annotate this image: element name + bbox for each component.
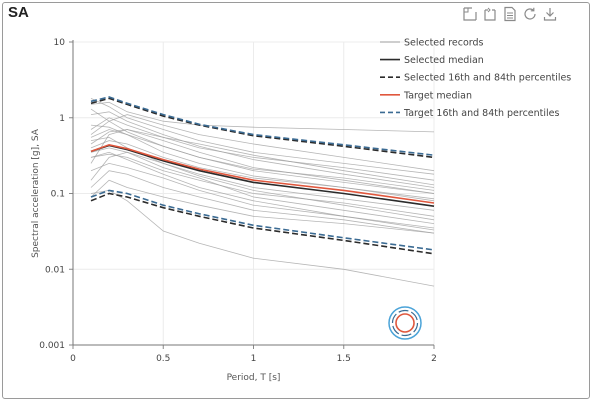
series-line (90, 144, 435, 207)
chart-panel (2, 2, 590, 399)
record-line (90, 124, 435, 200)
y-tick-label: 10 (54, 38, 66, 48)
data-view-icon[interactable] (502, 6, 518, 22)
chart-toolbar (462, 6, 558, 24)
legend: Selected records Selected median Selected … (380, 38, 571, 119)
zoom-select-icon[interactable] (462, 6, 478, 22)
watermark-logo (388, 306, 422, 340)
legend-item[interactable]: Selected 16th and 84th percentiles (380, 73, 571, 84)
legend-label: Selected 16th and 84th percentiles (404, 73, 571, 84)
record-line (90, 189, 435, 287)
y-tick-label: 0.001 (39, 341, 65, 351)
x-tick-label: 1 (251, 354, 257, 364)
x-axis-label: Period, T [s] (227, 373, 281, 383)
record-line (90, 147, 435, 224)
record-line (90, 136, 435, 221)
x-tick-label: 2 (431, 354, 437, 364)
record-line (90, 151, 435, 231)
x-tick-label: 1.5 (337, 354, 351, 364)
record-line (90, 162, 435, 229)
series-lower-line (90, 192, 435, 255)
summary-lines (90, 96, 435, 255)
legend-item[interactable]: Target 16th and 84th percentiles (380, 108, 560, 119)
record-line (90, 170, 435, 234)
record-line (90, 129, 435, 186)
y-axis-label: Spectral acceleration [g], SA (31, 128, 41, 258)
record-line (90, 117, 435, 181)
legend-label: Selected median (404, 55, 484, 66)
selected-records-lines (90, 98, 435, 287)
record-line (90, 114, 435, 172)
axes (69, 40, 435, 349)
y-tick-label: 0.01 (45, 265, 65, 275)
legend-item[interactable]: Selected records (380, 38, 484, 49)
logo-inner-ring (395, 313, 415, 333)
x-tick-label: 0.5 (156, 354, 170, 364)
legend-label: Target 16th and 84th percentiles (403, 108, 560, 119)
download-icon[interactable] (542, 6, 558, 22)
zoom-reset-icon[interactable] (482, 6, 498, 22)
series-line (90, 143, 435, 204)
legend-label: Selected records (404, 38, 484, 49)
tick-labels: 0 0.5 1 1.5 2 0.001 0.01 0.1 1 10 (39, 38, 437, 364)
record-line (90, 129, 435, 194)
y-tick-label: 1 (59, 114, 65, 124)
record-line (90, 98, 435, 175)
record-line (90, 151, 435, 211)
record-line (90, 153, 435, 217)
y-tick-label: 0.1 (51, 190, 65, 200)
logo-middle-ring (391, 309, 419, 337)
panel-title: SA (8, 4, 29, 21)
record-line (90, 108, 435, 194)
series-lower-line (90, 189, 435, 251)
record-line (90, 179, 435, 234)
legend-item[interactable]: Target median (380, 90, 472, 101)
restore-icon[interactable] (522, 6, 538, 22)
x-tick-label: 0 (70, 354, 76, 364)
legend-item[interactable]: Selected median (380, 55, 484, 66)
record-line (90, 101, 435, 133)
series-line (90, 97, 435, 159)
series-line (90, 96, 435, 156)
logo-outer-ring (388, 306, 422, 340)
legend-label: Target median (403, 90, 472, 101)
